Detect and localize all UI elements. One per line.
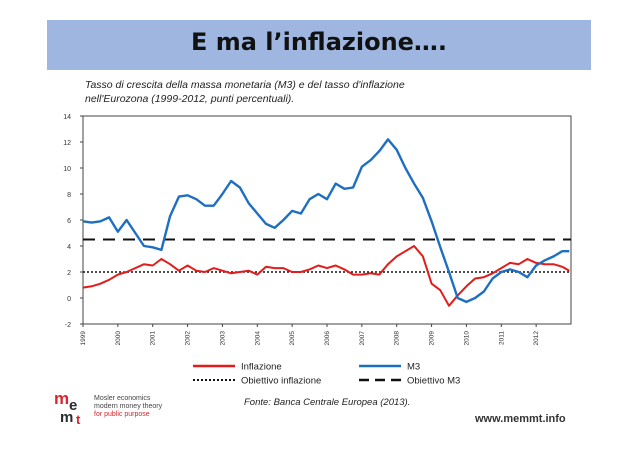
slide-header: E ma l’inflazione…. [47, 20, 591, 70]
x-tick-label: 2005 [289, 331, 296, 346]
x-tick-label: 2001 [150, 331, 157, 346]
svg-text:m: m [54, 389, 69, 408]
y-tick-label: 8 [67, 192, 71, 199]
legend-obiettivo-inflazione-label: Obiettivo inflazione [241, 376, 321, 387]
legend-inflazione-label: Inflazione [241, 362, 282, 373]
x-tick-label: 2003 [219, 331, 226, 346]
chart-figure: 14 12 10 8 6 4 2 0 -2 1999 2000 2001 2002 2003 2004 200… [47, 70, 591, 428]
series-line-inflazione [82, 245, 570, 307]
y-tick-label: 10 [63, 166, 71, 173]
svg-text:m: m [60, 409, 73, 426]
x-tick-label: 2004 [254, 331, 261, 346]
legend-obiettivo-m3-label: Obiettivo M3 [407, 376, 460, 387]
y-tick-label: 14 [63, 114, 71, 121]
x-tick-label: 2006 [324, 331, 331, 346]
svg-text:t: t [76, 412, 81, 426]
logo-line1: Mosler economics [94, 395, 151, 402]
x-tick-label: 2009 [429, 331, 436, 346]
logo-line3: for public purpose [94, 411, 150, 418]
slide-title: E ma l’inflazione…. [190, 28, 448, 56]
chart-title-line1: Tasso di crescita della massa monetaria … [85, 79, 405, 91]
y-tick-label: 12 [63, 140, 71, 147]
y-tick-label: 6 [67, 218, 71, 225]
series-line-m3 [82, 138, 570, 304]
plot-frame [82, 115, 572, 325]
x-tick-label: 2011 [498, 331, 505, 345]
memmt-logo-mark: m e m t [54, 389, 81, 426]
memmt-logo: m e m t Mosler economics modern money th… [53, 388, 263, 428]
x-tick-label: 2012 [533, 331, 540, 346]
y-tick-label: 0 [67, 296, 71, 303]
logo-line2: modern money theory [94, 403, 163, 410]
x-tick-label: 2002 [185, 331, 192, 346]
x-tick-label: 2008 [394, 331, 401, 346]
chart-svg: 14 12 10 8 6 4 2 0 -2 1999 2000 2001 2002 2003 2004 200… [63, 114, 572, 387]
y-tick-label: -2 [65, 322, 71, 329]
svg-text:e: e [69, 397, 77, 414]
website-link[interactable]: www.memmt.info [475, 413, 566, 425]
x-tick-label: 2007 [359, 331, 366, 346]
x-tick-label: 1999 [80, 331, 87, 346]
chart-title-line2: nell'Eurozona (1999-2012, punti percentu… [85, 93, 295, 105]
legend-m3-label: M3 [407, 362, 420, 373]
chart-title: Tasso di crescita della massa monetaria … [85, 78, 565, 106]
y-tick-label: 4 [67, 244, 71, 251]
chart-source: Fonte: Banca Centrale Europea (2013). [244, 397, 411, 408]
x-tick-label: 2000 [115, 331, 122, 346]
y-tick-label: 2 [67, 270, 71, 277]
x-tick-label: 2010 [463, 331, 470, 346]
